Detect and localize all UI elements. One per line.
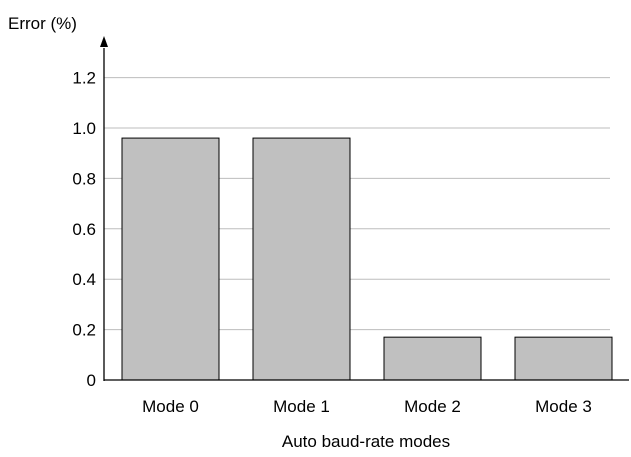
y-tick-label: 0.2 [72, 321, 96, 340]
bar-mode-1 [252, 137, 351, 381]
bar-mode-0 [121, 137, 220, 381]
y-tick-label: 0 [87, 371, 96, 390]
bars [121, 137, 613, 381]
y-axis-title: Error (%) [8, 14, 77, 33]
y-tick-label: 0.6 [72, 220, 96, 239]
y-axis-arrow-icon [100, 36, 108, 47]
x-tick-labels: Mode 0 Mode 1 Mode 2 Mode 3 [142, 397, 592, 416]
x-axis-title: Auto baud-rate modes [282, 432, 450, 451]
y-tick-label: 1.2 [72, 69, 96, 88]
bar-mode-3 [514, 336, 613, 381]
y-tick-label: 0.4 [72, 270, 96, 289]
y-tick-label: 1.0 [72, 119, 96, 138]
axes [100, 36, 629, 381]
x-tick-label: Mode 0 [142, 397, 199, 416]
bar-mode-2 [383, 336, 482, 381]
x-tick-label: Mode 1 [273, 397, 330, 416]
x-tick-label: Mode 3 [535, 397, 592, 416]
y-tick-label: 0.8 [72, 169, 96, 188]
x-tick-label: Mode 2 [404, 397, 461, 416]
y-tick-labels: 0 0.2 0.4 0.6 0.8 1.0 1.2 [72, 69, 96, 390]
